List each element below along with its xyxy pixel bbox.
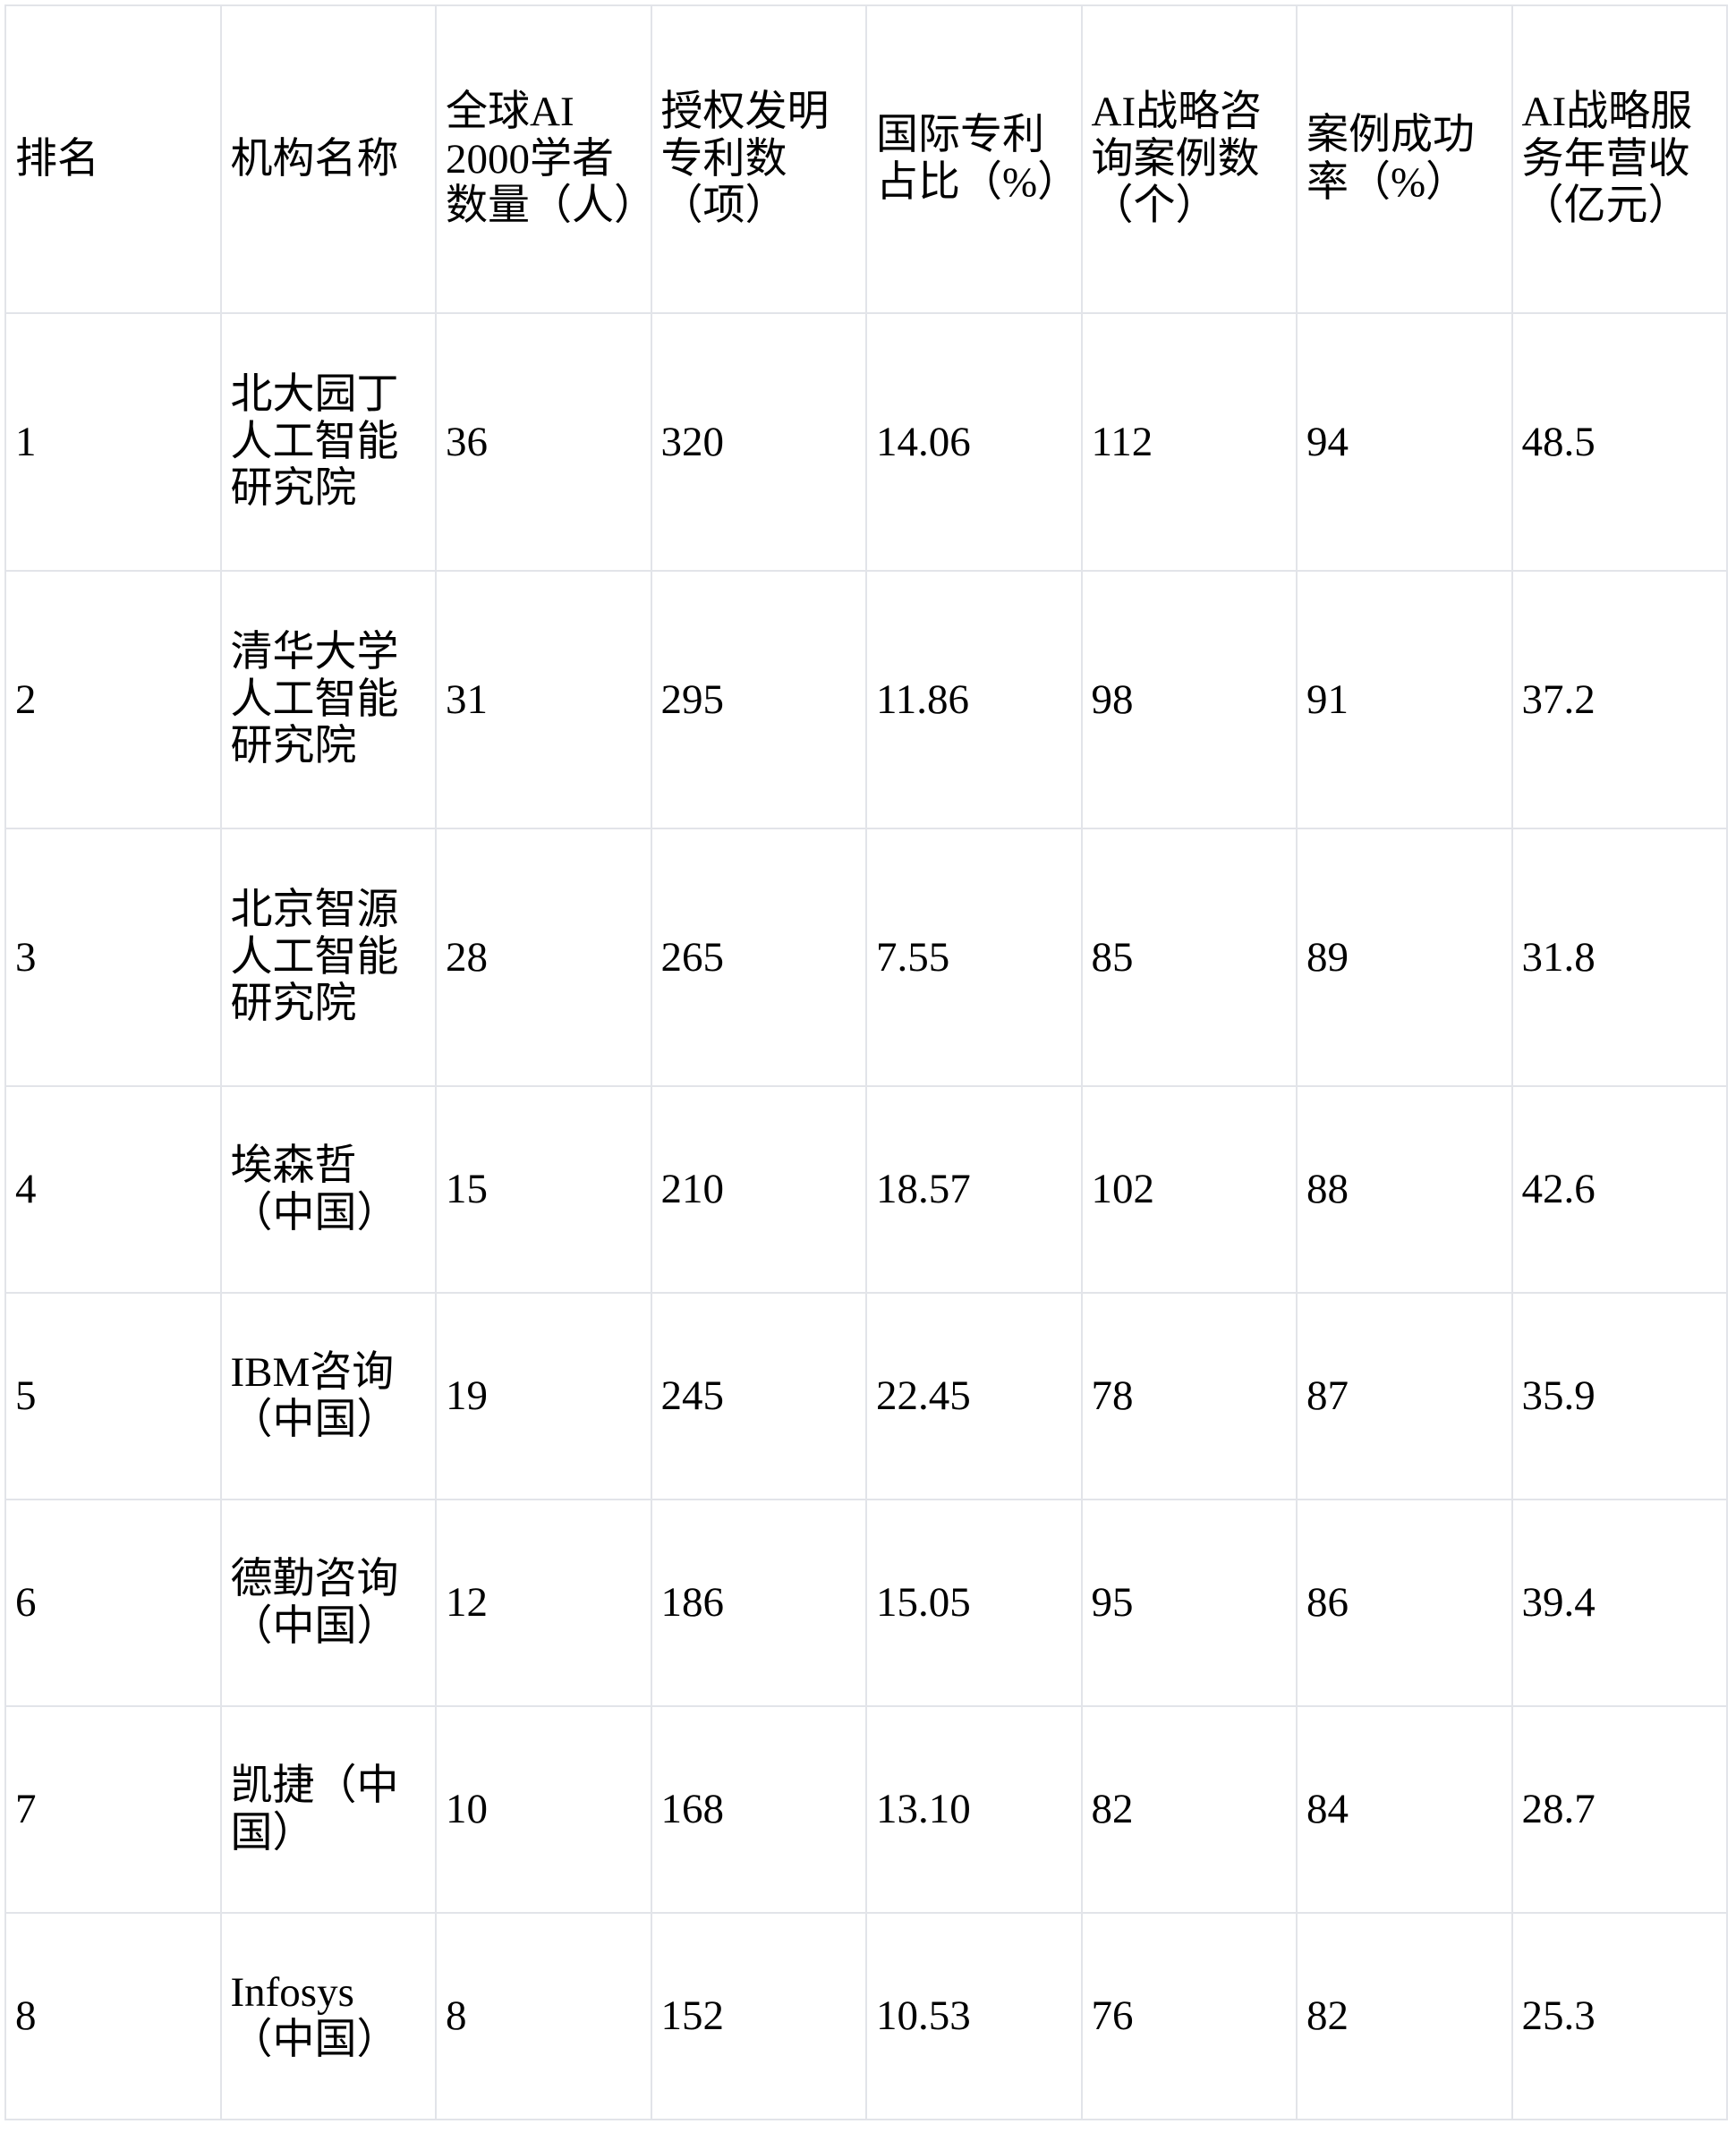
cell-case-success-rate: 89 — [1296, 828, 1513, 1087]
cell-intl-patent-ratio: 7.55 — [865, 828, 1083, 1087]
cell-granted-invention-patents: 265 — [650, 828, 867, 1087]
cell-granted-invention-patents: 168 — [650, 1705, 867, 1914]
cell-granted-invention-patents: 295 — [650, 570, 867, 829]
cell-intl-patent-ratio: 22.45 — [865, 1292, 1083, 1500]
cell-intl-patent-ratio: 11.86 — [865, 570, 1083, 829]
cell-institution-name: Infosys（中国） — [219, 1912, 437, 2120]
cell-ai-strategy-cases: 85 — [1080, 828, 1298, 1087]
cell-global-ai2000-scholars: 36 — [435, 312, 652, 572]
col-header-global-ai2000-scholars: 全球AI 2000学者数量（人） — [435, 4, 652, 314]
table-row: 6 德勤咨询（中国） 12 186 15.05 95 86 39.4 — [4, 1499, 1728, 1707]
cell-ai-strategy-cases: 112 — [1080, 312, 1298, 572]
col-header-institution-name: 机构名称 — [219, 4, 437, 314]
cell-global-ai2000-scholars: 12 — [435, 1499, 652, 1707]
col-header-annual-service-revenue: AI战略服务年营收（亿元） — [1510, 4, 1728, 314]
col-header-rank: 排名 — [4, 4, 222, 314]
cell-case-success-rate: 94 — [1296, 312, 1513, 572]
col-header-granted-invention-patents: 授权发明专利数（项） — [650, 4, 867, 314]
cell-annual-service-revenue: 37.2 — [1510, 570, 1728, 829]
cell-ai-strategy-cases: 102 — [1080, 1085, 1298, 1294]
cell-global-ai2000-scholars: 8 — [435, 1912, 652, 2120]
table-header: 排名 机构名称 全球AI 2000学者数量（人） 授权发明专利数（项） 国际专利占比（%… — [4, 4, 1728, 314]
cell-ai-strategy-cases: 78 — [1080, 1292, 1298, 1500]
cell-rank: 8 — [4, 1912, 222, 2120]
cell-ai-strategy-cases: 98 — [1080, 570, 1298, 829]
header-row: 排名 机构名称 全球AI 2000学者数量（人） 授权发明专利数（项） 国际专利占比（%… — [4, 4, 1728, 314]
cell-global-ai2000-scholars: 10 — [435, 1705, 652, 1914]
cell-annual-service-revenue: 42.6 — [1510, 1085, 1728, 1294]
cell-granted-invention-patents: 186 — [650, 1499, 867, 1707]
cell-rank: 3 — [4, 828, 222, 1087]
cell-institution-name: 清华大学人工智能研究院 — [219, 570, 437, 829]
cell-global-ai2000-scholars: 19 — [435, 1292, 652, 1500]
cell-institution-name: 凯捷（中国） — [219, 1705, 437, 1914]
cell-rank: 2 — [4, 570, 222, 829]
cell-case-success-rate: 88 — [1296, 1085, 1513, 1294]
cell-annual-service-revenue: 48.5 — [1510, 312, 1728, 572]
cell-institution-name: 北京智源人工智能研究院 — [219, 828, 437, 1087]
cell-ai-strategy-cases: 82 — [1080, 1705, 1298, 1914]
cell-global-ai2000-scholars: 15 — [435, 1085, 652, 1294]
cell-institution-name: 北大园丁人工智能研究院 — [219, 312, 437, 572]
cell-global-ai2000-scholars: 31 — [435, 570, 652, 829]
cell-rank: 6 — [4, 1499, 222, 1707]
cell-rank: 5 — [4, 1292, 222, 1500]
cell-case-success-rate: 91 — [1296, 570, 1513, 829]
cell-granted-invention-patents: 320 — [650, 312, 867, 572]
cell-case-success-rate: 86 — [1296, 1499, 1513, 1707]
cell-intl-patent-ratio: 13.10 — [865, 1705, 1083, 1914]
cell-case-success-rate: 82 — [1296, 1912, 1513, 2120]
cell-institution-name: IBM咨询（中国） — [219, 1292, 437, 1500]
cell-granted-invention-patents: 210 — [650, 1085, 867, 1294]
table-row: 7 凯捷（中国） 10 168 13.10 82 84 28.7 — [4, 1705, 1728, 1914]
cell-global-ai2000-scholars: 28 — [435, 828, 652, 1087]
cell-granted-invention-patents: 245 — [650, 1292, 867, 1500]
cell-case-success-rate: 84 — [1296, 1705, 1513, 1914]
table-row: 2 清华大学人工智能研究院 31 295 11.86 98 91 37.2 — [4, 570, 1728, 829]
table-row: 3 北京智源人工智能研究院 28 265 7.55 85 89 31.8 — [4, 828, 1728, 1087]
table-row: 4 埃森哲（中国） 15 210 18.57 102 88 42.6 — [4, 1085, 1728, 1294]
table-row: 5 IBM咨询（中国） 19 245 22.45 78 87 35.9 — [4, 1292, 1728, 1500]
table-row: 8 Infosys（中国） 8 152 10.53 76 82 25.3 — [4, 1912, 1728, 2120]
col-header-case-success-rate: 案例成功率（%） — [1296, 4, 1513, 314]
cell-annual-service-revenue: 35.9 — [1510, 1292, 1728, 1500]
cell-intl-patent-ratio: 15.05 — [865, 1499, 1083, 1707]
cell-rank: 4 — [4, 1085, 222, 1294]
cell-ai-strategy-cases: 95 — [1080, 1499, 1298, 1707]
cell-granted-invention-patents: 152 — [650, 1912, 867, 2120]
cell-rank: 1 — [4, 312, 222, 572]
cell-intl-patent-ratio: 10.53 — [865, 1912, 1083, 2120]
cell-annual-service-revenue: 25.3 — [1510, 1912, 1728, 2120]
cell-institution-name: 埃森哲（中国） — [219, 1085, 437, 1294]
cell-annual-service-revenue: 28.7 — [1510, 1705, 1728, 1914]
cell-annual-service-revenue: 39.4 — [1510, 1499, 1728, 1707]
col-header-ai-strategy-cases: AI战略咨询案例数（个） — [1080, 4, 1298, 314]
cell-case-success-rate: 87 — [1296, 1292, 1513, 1500]
cell-annual-service-revenue: 31.8 — [1510, 828, 1728, 1087]
col-header-intl-patent-ratio: 国际专利占比（%） — [865, 4, 1083, 314]
cell-institution-name: 德勤咨询（中国） — [219, 1499, 437, 1707]
cell-intl-patent-ratio: 14.06 — [865, 312, 1083, 572]
cell-ai-strategy-cases: 76 — [1080, 1912, 1298, 2120]
table-row: 1 北大园丁人工智能研究院 36 320 14.06 112 94 48.5 — [4, 312, 1728, 572]
table-body: 1 北大园丁人工智能研究院 36 320 14.06 112 94 48.5 2 清华大学人工智能… — [4, 312, 1728, 2120]
cell-intl-patent-ratio: 18.57 — [865, 1085, 1083, 1294]
ai-institution-ranking-table: 排名 机构名称 全球AI 2000学者数量（人） 授权发明专利数（项） 国际专利占比（%… — [4, 4, 1728, 2120]
cell-rank: 7 — [4, 1705, 222, 1914]
table-container: 排名 机构名称 全球AI 2000学者数量（人） 授权发明专利数（项） 国际专利占比（%… — [4, 4, 1732, 2120]
